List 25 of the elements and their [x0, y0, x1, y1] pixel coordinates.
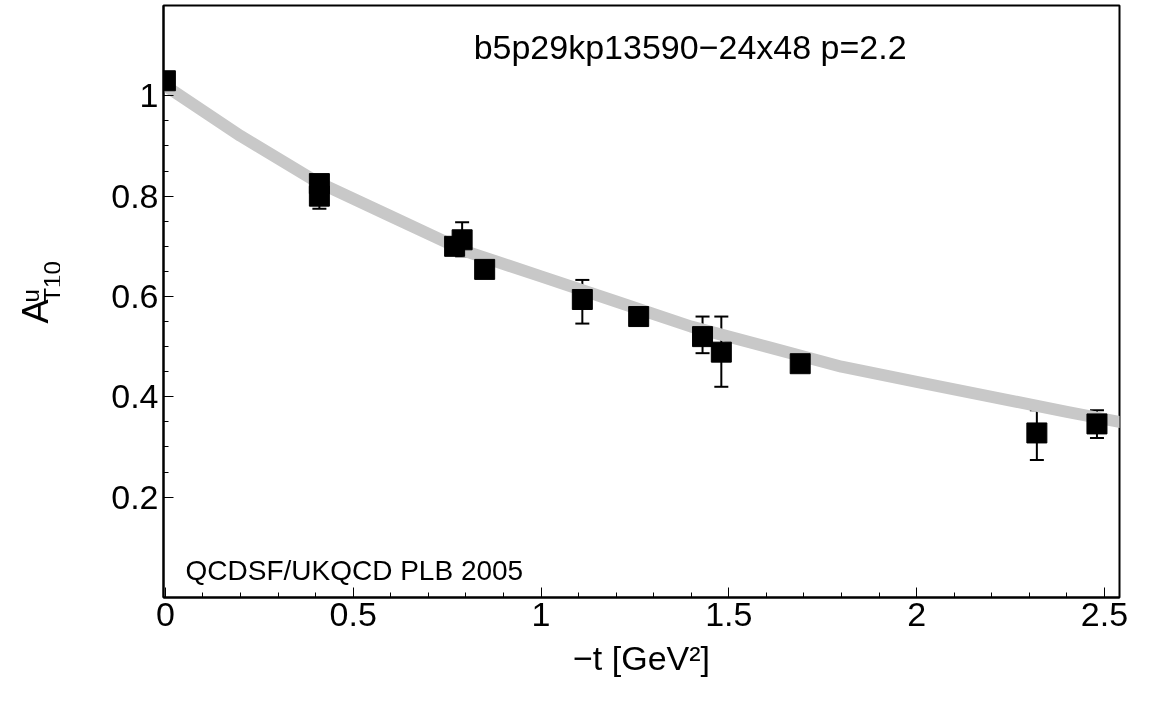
point — [474, 258, 496, 280]
y-tick-label: 0.2 — [111, 477, 159, 516]
point — [692, 326, 714, 348]
x-tick-label: 0.5 — [329, 594, 377, 633]
point — [571, 288, 593, 310]
y-tick-label: 0.6 — [111, 276, 159, 315]
x-tick-label: 0 — [155, 594, 175, 633]
point — [710, 341, 732, 363]
x-tick-label: 1 — [531, 594, 551, 633]
y-tick-label: 1 — [139, 76, 159, 115]
point — [451, 229, 473, 251]
annotation: QCDSF/UKQCD PLB 2005 — [185, 554, 524, 586]
point — [1086, 413, 1108, 435]
y-axis-title: AuT10 — [14, 261, 66, 324]
x-tick-label: 2 — [907, 594, 927, 633]
x-tick-label: 2.5 — [1080, 594, 1129, 633]
x-tick-label: 1.5 — [705, 594, 753, 633]
y-tick-label: 0.8 — [111, 176, 159, 215]
point — [789, 353, 811, 375]
y-tick-label: 0.4 — [111, 377, 159, 416]
point — [628, 306, 650, 328]
x-axis-title: −t [GeV²] — [573, 638, 710, 677]
point — [308, 185, 330, 207]
point — [1026, 422, 1048, 444]
annotation: b5p29kp13590−24x48 p=2.2 — [473, 27, 907, 66]
